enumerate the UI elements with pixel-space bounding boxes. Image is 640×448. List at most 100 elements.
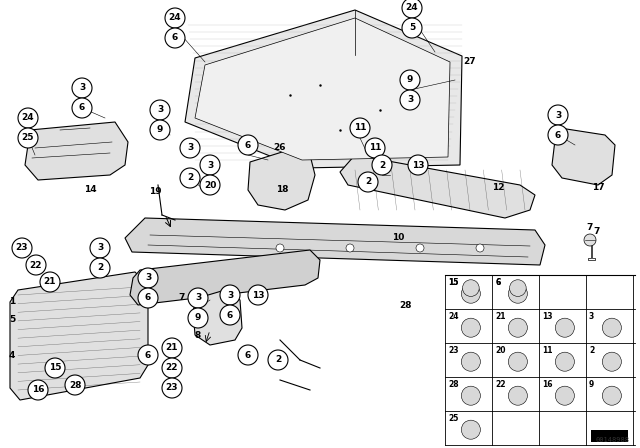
Circle shape xyxy=(461,352,481,371)
Polygon shape xyxy=(125,218,545,265)
Text: 2: 2 xyxy=(97,263,103,272)
Circle shape xyxy=(461,420,481,439)
Circle shape xyxy=(602,386,621,405)
Text: 3: 3 xyxy=(187,143,193,152)
Circle shape xyxy=(602,352,621,371)
Circle shape xyxy=(248,285,268,305)
Text: 9: 9 xyxy=(157,125,163,134)
Circle shape xyxy=(556,318,574,337)
Circle shape xyxy=(180,138,200,158)
Text: 23: 23 xyxy=(16,244,28,253)
Circle shape xyxy=(200,155,220,175)
Text: 11: 11 xyxy=(542,346,552,355)
Text: 11: 11 xyxy=(354,124,366,133)
Circle shape xyxy=(584,234,596,246)
Text: 6: 6 xyxy=(245,141,251,150)
Circle shape xyxy=(90,258,110,278)
Circle shape xyxy=(26,255,46,275)
Text: 2: 2 xyxy=(379,160,385,169)
Circle shape xyxy=(350,118,370,138)
Text: 3: 3 xyxy=(97,244,103,253)
Circle shape xyxy=(400,70,420,90)
Text: 3: 3 xyxy=(157,105,163,115)
Text: 15: 15 xyxy=(49,363,61,372)
Circle shape xyxy=(200,175,220,195)
Text: 22: 22 xyxy=(166,363,179,372)
Circle shape xyxy=(138,268,158,288)
Text: 7: 7 xyxy=(587,224,593,233)
Circle shape xyxy=(508,352,527,371)
Circle shape xyxy=(548,105,568,125)
Text: 24: 24 xyxy=(22,113,35,122)
Circle shape xyxy=(188,308,208,328)
Polygon shape xyxy=(193,290,242,345)
Text: 2: 2 xyxy=(275,356,281,365)
Text: 20: 20 xyxy=(204,181,216,190)
Polygon shape xyxy=(185,10,462,168)
Text: 6: 6 xyxy=(495,278,500,287)
Text: 3: 3 xyxy=(79,83,85,92)
Polygon shape xyxy=(195,18,450,160)
Circle shape xyxy=(461,318,481,337)
Circle shape xyxy=(461,284,481,303)
Text: 25: 25 xyxy=(448,414,458,423)
Circle shape xyxy=(509,280,526,297)
Text: 3: 3 xyxy=(145,273,151,283)
Circle shape xyxy=(508,386,527,405)
Text: 2: 2 xyxy=(589,346,595,355)
Text: 21: 21 xyxy=(166,344,179,353)
Text: 13: 13 xyxy=(252,290,264,300)
Circle shape xyxy=(556,386,574,405)
Circle shape xyxy=(408,155,428,175)
Circle shape xyxy=(165,28,185,48)
Text: 3: 3 xyxy=(227,290,233,300)
Text: 6: 6 xyxy=(145,293,151,302)
Circle shape xyxy=(180,168,200,188)
Bar xyxy=(591,430,628,442)
Text: 20: 20 xyxy=(495,346,506,355)
Circle shape xyxy=(476,244,484,252)
Circle shape xyxy=(165,8,185,28)
Text: 18: 18 xyxy=(276,185,288,194)
Circle shape xyxy=(12,238,32,258)
Text: 6: 6 xyxy=(227,310,233,319)
Circle shape xyxy=(358,172,378,192)
Text: 22: 22 xyxy=(29,260,42,270)
Circle shape xyxy=(162,338,182,358)
Circle shape xyxy=(238,135,258,155)
Circle shape xyxy=(72,98,92,118)
Circle shape xyxy=(556,352,574,371)
Text: 12: 12 xyxy=(492,184,504,193)
Text: 3: 3 xyxy=(207,160,213,169)
Circle shape xyxy=(220,285,240,305)
Text: 16: 16 xyxy=(32,385,44,395)
Text: 24: 24 xyxy=(406,4,419,13)
Text: 23: 23 xyxy=(166,383,179,392)
Text: 2: 2 xyxy=(365,177,371,186)
Text: 15: 15 xyxy=(448,278,458,287)
Text: 9: 9 xyxy=(407,76,413,85)
Text: 6: 6 xyxy=(172,34,178,43)
Circle shape xyxy=(461,386,481,405)
Circle shape xyxy=(548,125,568,145)
Circle shape xyxy=(40,272,60,292)
Text: 11: 11 xyxy=(369,143,381,152)
Text: 6: 6 xyxy=(145,350,151,359)
Text: 21: 21 xyxy=(495,312,506,321)
Circle shape xyxy=(220,305,240,325)
Circle shape xyxy=(416,244,424,252)
Polygon shape xyxy=(10,272,148,400)
Text: 10: 10 xyxy=(392,233,404,242)
Text: 23: 23 xyxy=(448,346,458,355)
Text: 6: 6 xyxy=(245,350,251,359)
Text: 13: 13 xyxy=(542,312,552,321)
Text: 3: 3 xyxy=(195,293,201,302)
Circle shape xyxy=(346,244,354,252)
Text: 2: 2 xyxy=(187,173,193,182)
Text: 8: 8 xyxy=(195,331,201,340)
Circle shape xyxy=(463,280,479,297)
Circle shape xyxy=(508,284,527,303)
Text: 14: 14 xyxy=(84,185,96,194)
Circle shape xyxy=(18,128,38,148)
Circle shape xyxy=(65,375,85,395)
